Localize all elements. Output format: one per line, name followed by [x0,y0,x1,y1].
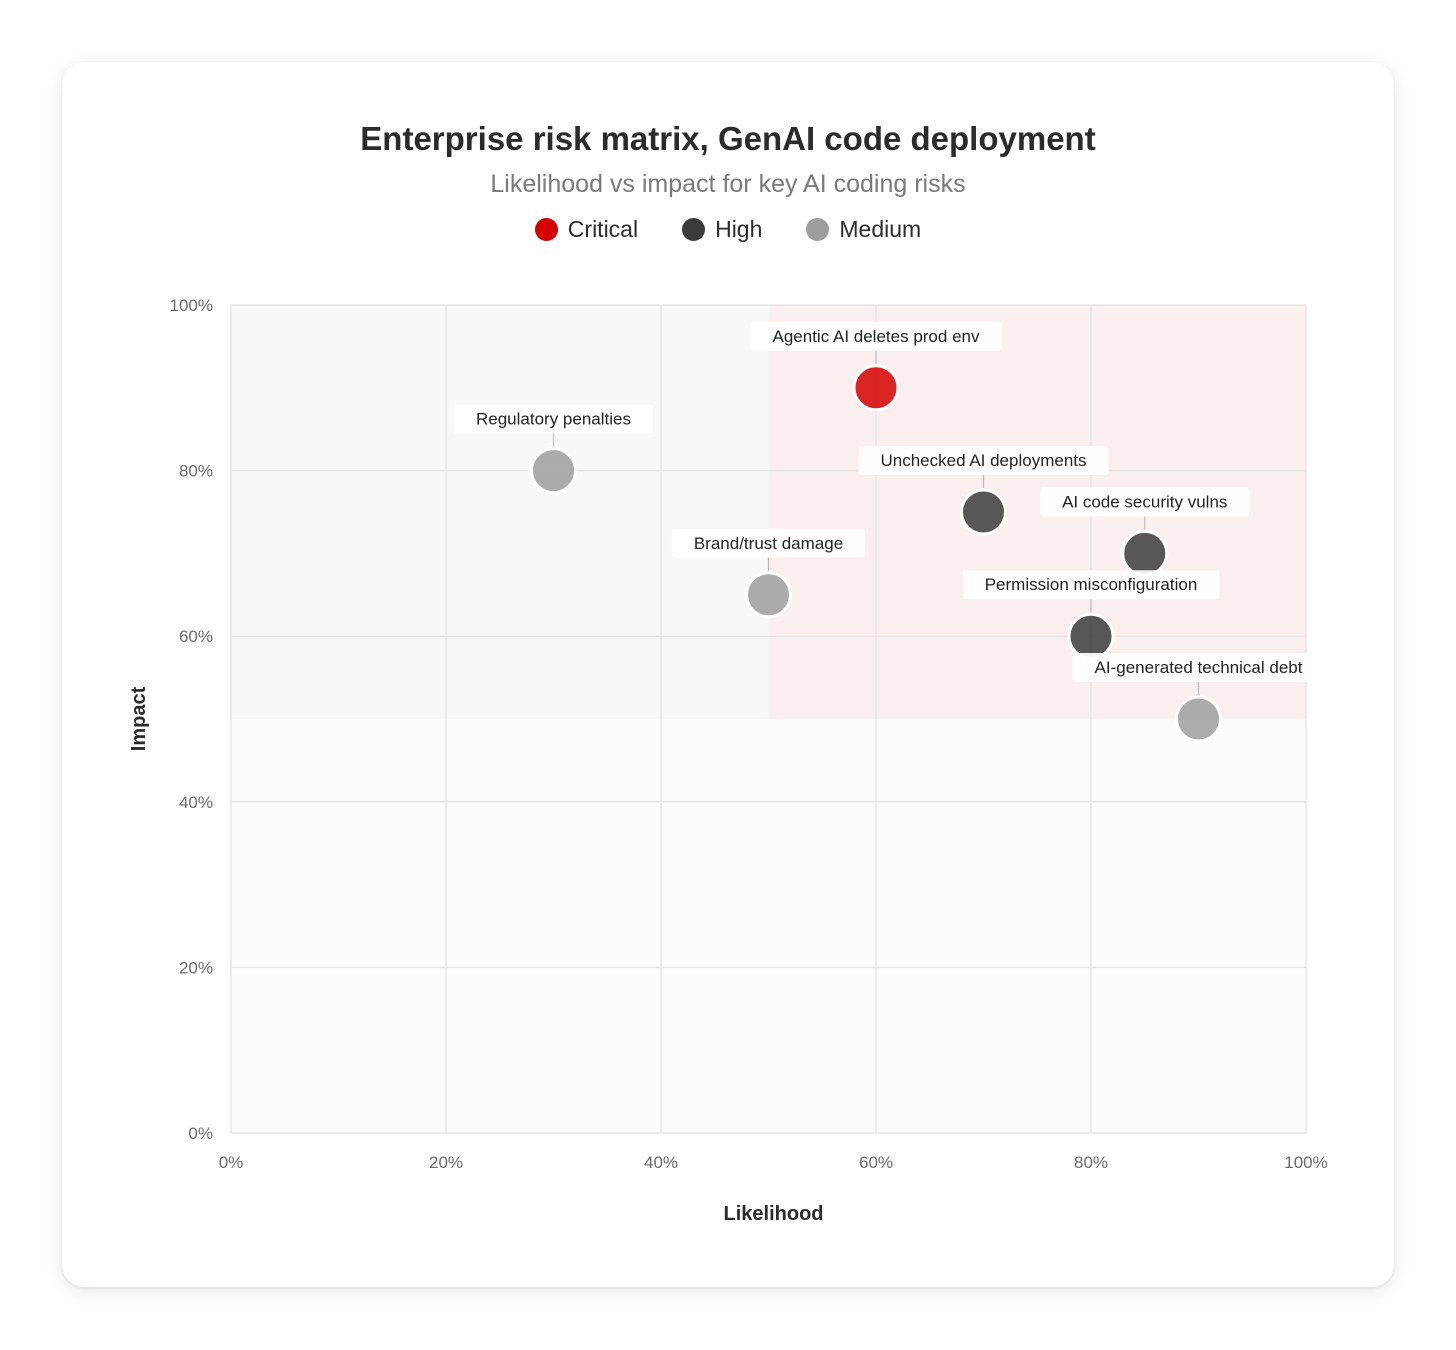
legend-dot-critical [534,218,558,241]
legend-label-high: High [715,216,763,242]
x-tick-label: 0% [219,1153,244,1172]
legend-item-critical: Critical [534,216,639,243]
point-label: AI-generated technical debt [1095,658,1303,677]
y-tick-label: 40% [179,793,213,812]
point-label: Brand/trust damage [694,534,843,553]
x-tick-label: 60% [859,1153,893,1172]
point-label-background [750,321,1002,351]
data-point [530,447,577,495]
chart-subtitle: Likelihood vs impact for key AI coding r… [490,170,966,198]
point-label-background [858,446,1109,475]
y-tick-label: 100% [170,296,213,315]
x-tick-label: 100% [1284,1153,1327,1172]
y-tick-label: 60% [179,627,213,646]
x-axis-title: Likelihood [724,1203,824,1225]
point-label-background [962,570,1220,600]
point-label: Unchecked AI deployments [880,451,1086,470]
point-label: Regulatory penalties [476,410,631,429]
legend-dot-high [682,218,706,241]
legend-label-medium: Medium [839,216,922,242]
chart-title: Enterprise risk matrix, GenAI code deplo… [360,120,1096,157]
legend: Critical High Medium [0,216,1456,243]
legend-label-critical: Critical [567,216,639,242]
legend-item-medium: Medium [806,216,921,243]
data-point [1175,695,1222,743]
legend-item-high: High [682,216,762,243]
data-point [960,488,1007,536]
point-label: AI code security vulns [1062,492,1227,511]
point-label: Permission misconfiguration [985,575,1198,594]
y-axis-title: Impact [128,686,150,751]
point-label-background [1072,653,1325,682]
data-point [1067,612,1115,660]
point-label-background [671,528,866,558]
y-tick-label: 80% [179,462,213,481]
data-point [745,571,792,619]
x-tick-label: 80% [1074,1153,1108,1172]
x-tick-label: 40% [644,1153,678,1172]
point-label-background [454,404,653,434]
data-point [1121,529,1169,577]
legend-dot-medium [806,218,830,241]
point-label-background [1040,487,1250,517]
point-label: Agentic AI deletes prod env [773,327,980,346]
x-tick-label: 20% [429,1153,463,1172]
y-tick-label: 20% [179,958,213,977]
data-point [852,364,900,412]
y-tick-label: 0% [188,1124,213,1143]
